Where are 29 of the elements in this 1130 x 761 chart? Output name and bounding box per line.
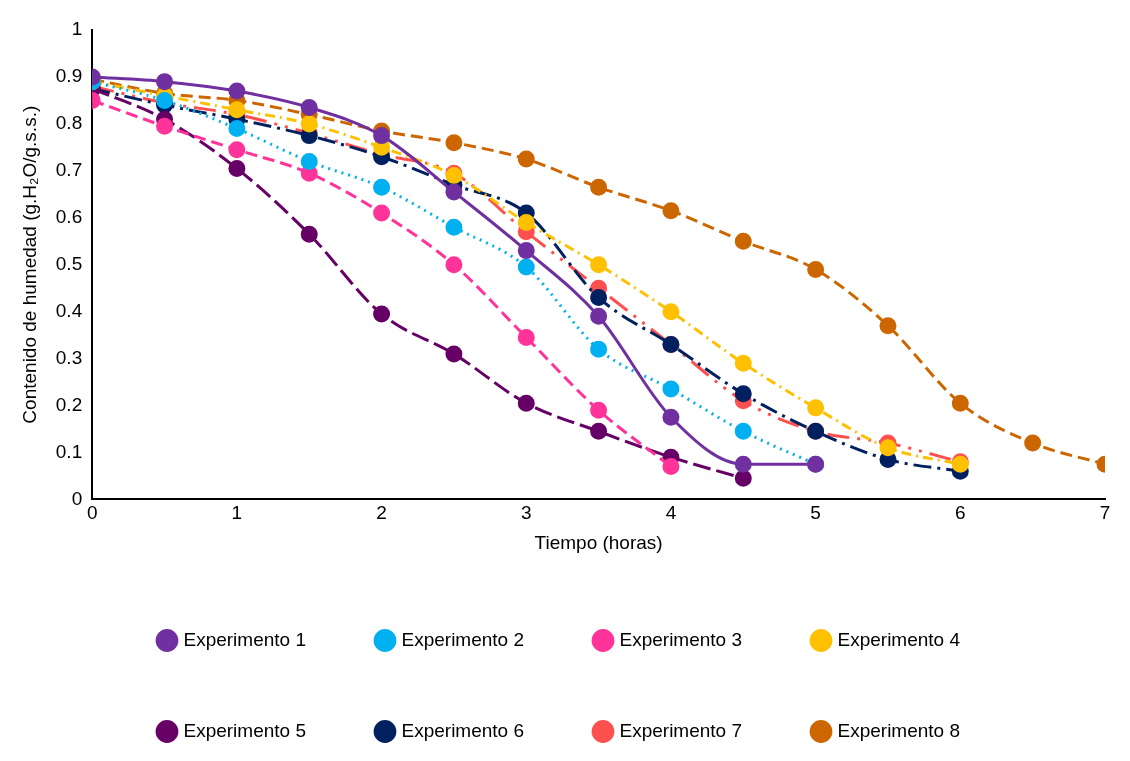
y-tick-label: 0.4 [55, 299, 83, 321]
x-tick-label: 0 [86, 502, 98, 524]
legend-label: Experimento 2 [401, 628, 525, 650]
y-tick-label: 0.9 [55, 65, 83, 87]
x-tick-label: 6 [955, 502, 966, 524]
x-tick-label: 5 [810, 502, 821, 524]
y-tick-label: 0.5 [55, 252, 83, 274]
y-tick-label: 0 [71, 487, 83, 509]
legend-label: Experimento 8 [837, 719, 961, 741]
legend-label: Experimento 3 [619, 628, 743, 650]
y-tick-label: 0.3 [55, 346, 83, 368]
x-tick-label: 4 [665, 502, 677, 524]
y-tick-label: 0.6 [55, 205, 83, 227]
x-tick-label: 2 [376, 502, 387, 524]
x-tick-label: 1 [231, 502, 243, 524]
x-tick-label: 3 [520, 502, 532, 524]
legend-label: Experimento 5 [183, 719, 306, 741]
y-tick-label: 0.7 [55, 159, 83, 181]
y-axis-title: Contenido de humedad (g.H₂O/g.s.s.) [18, 105, 40, 424]
legend-label: Experimento 7 [619, 719, 743, 741]
y-tick-label: 0.8 [55, 112, 83, 134]
y-tick-label: 0.1 [55, 440, 83, 462]
x-tick-label: 7 [1099, 502, 1111, 524]
legend-label: Experimento 6 [401, 719, 525, 741]
y-tick-label: 1 [71, 18, 83, 40]
legend-label: Experimento 1 [183, 628, 306, 650]
x-axis-title: Tiempo (horas) [534, 531, 663, 553]
y-tick-label: 0.2 [55, 393, 83, 415]
legend-label: Experimento 4 [837, 628, 961, 650]
